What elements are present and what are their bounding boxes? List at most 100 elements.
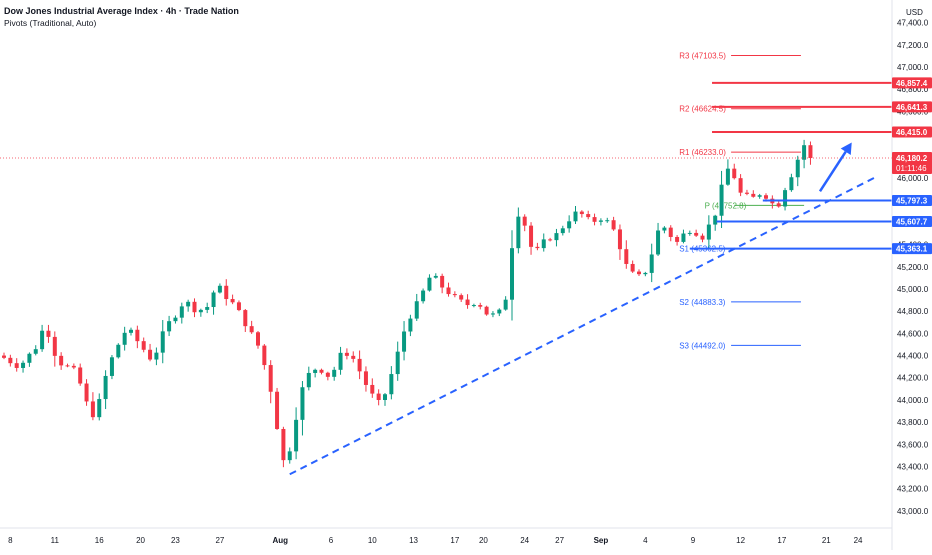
y-tick-label: 46,800.0 [897,85,929,94]
candle-body [440,275,445,288]
candle-body [414,301,419,319]
candle-body [59,355,64,366]
candle-body [389,374,394,395]
x-tick-label: 17 [777,536,786,545]
candle-body [808,145,813,159]
resistance-price-tag-bg [892,101,932,113]
ascending-trendline [289,177,875,476]
candle-body [243,310,248,327]
candle-body [490,313,495,315]
candle-body [611,220,616,230]
candle-body [103,375,108,400]
candle-body [211,292,216,308]
candle-body [522,216,527,226]
candle-body [706,224,711,240]
x-tick-label: 23 [171,536,180,545]
candle-body [624,249,629,264]
candle-body [40,330,45,350]
candle-body [198,309,203,313]
support-price-tag: 45,607.7 [896,218,928,227]
candle-body [357,358,362,372]
candle-body [757,195,762,197]
y-tick-label: 46,000.0 [897,174,929,183]
x-tick-label: 16 [95,536,104,545]
candle-body [275,391,280,429]
candle-body [605,220,610,222]
x-tick-label: 17 [450,536,459,545]
candle-body [338,352,343,370]
support-price-tag-bg [892,243,932,255]
candle-body [484,306,489,315]
candles-layer [0,139,892,468]
candle-body [795,159,800,178]
candle-body [33,349,38,354]
y-tick-label: 43,800.0 [897,418,929,427]
x-tick-label: 20 [136,536,145,545]
candle-body [497,309,502,314]
candle-body [205,307,210,310]
candle-body [751,193,756,197]
support-price-tag: 45,797.3 [896,196,928,205]
candle-body [783,190,788,207]
x-tick-label: 8 [8,536,13,545]
candle-body [370,384,375,394]
candle-body [84,383,89,402]
x-tick-label: 4 [643,536,648,545]
candle-body [408,318,413,332]
candle-body [148,349,153,360]
y-tick-label: 44,600.0 [897,329,929,338]
resistance-price-tag-bg [892,77,932,89]
x-tick-label: 6 [329,536,334,545]
candle-body [14,363,19,368]
y-tick-label: 47,400.0 [897,19,929,28]
y-tick-label: 45,200.0 [897,263,929,272]
x-tick-label: 9 [691,536,696,545]
candle-body [617,229,622,250]
candle-body [675,236,680,242]
candle-body [65,365,70,367]
candle-body [383,394,387,401]
pivot-label: R2 (46624.5) [679,105,726,114]
candle-body [478,305,483,307]
y-tick-label: 43,200.0 [897,485,929,494]
candle-body [122,332,127,345]
candle-body [725,168,730,185]
candle-body [325,372,330,377]
candle-body [236,302,241,311]
drawings-layer [289,142,875,476]
candle-body [217,285,222,293]
candle-body [446,287,451,295]
resistance-price-tag: 46,415.0 [896,128,928,137]
candle-body [46,330,51,337]
candle-body [306,372,311,388]
candle-body [376,393,381,401]
chart-title: Dow Jones Industrial Average Index · 4h … [4,6,239,16]
candle-body [471,305,476,307]
candle-body [249,326,254,333]
y-tick-label: 47,200.0 [897,41,929,50]
candle-body [738,178,743,193]
candle-body [129,329,133,333]
candle-body [192,301,197,313]
candle-body [71,365,76,368]
resistance-price-tag-bg [892,126,932,138]
indicator-legend[interactable]: Pivots (Traditional, Auto) [4,18,96,28]
x-tick-label: 21 [822,536,831,545]
candle-body [313,369,318,373]
candle-body [649,254,654,273]
candle-body [776,203,781,207]
y-tick-label: 43,000.0 [897,507,929,516]
candle-body [230,299,235,303]
time-axis[interactable]: 8 11 16 20 23 27 Aug 6 10 13 17 20 24 27 Sep 4 9 12 17 21 24 [0,527,892,545]
x-tick-label: 10 [368,536,377,545]
candle-body [579,211,584,215]
axis-labels-layer: 46,857.4 46,641.3 46,415.0 45,797.3 45,607.7… [892,77,932,255]
candle-body [516,216,521,249]
x-tick-label: 12 [736,536,745,545]
candle-body [421,290,426,302]
pivot-label: R1 (46233.0) [679,148,726,157]
candle-body [27,353,32,363]
y-tick-label: 43,400.0 [897,463,929,472]
